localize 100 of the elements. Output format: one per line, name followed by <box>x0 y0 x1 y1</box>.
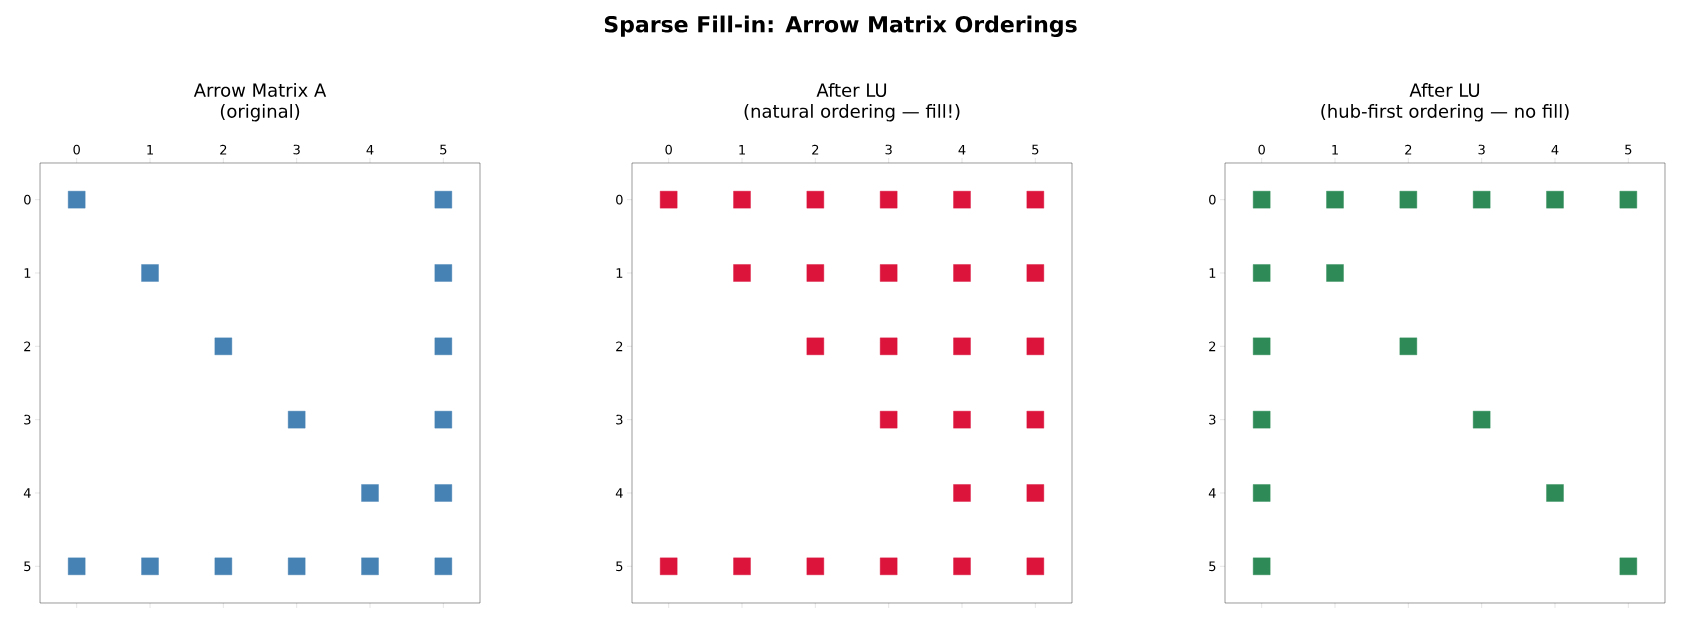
point <box>1026 190 1045 209</box>
x-tick-label: 4 <box>366 144 374 155</box>
x-tick-label: 0 <box>73 144 80 155</box>
chart-title: After LU <box>816 83 887 97</box>
point <box>1252 410 1271 429</box>
x-tick-label: 2 <box>812 144 819 155</box>
x-tick-label: 1 <box>739 144 745 155</box>
point <box>953 410 971 429</box>
point <box>806 264 825 282</box>
y-tick-label: 4 <box>1208 488 1216 498</box>
y-tick-label: 1 <box>616 268 623 278</box>
point <box>1546 190 1564 209</box>
point <box>287 557 306 576</box>
x-tick-label: 5 <box>1032 144 1039 155</box>
point <box>1252 484 1271 502</box>
y-tick-label: 2 <box>1209 341 1216 352</box>
y-tick-label: 4 <box>23 488 31 498</box>
point <box>879 264 898 282</box>
point <box>1252 190 1271 209</box>
point <box>434 410 453 429</box>
x-tick-label: 1 <box>147 144 153 155</box>
point <box>1619 557 1638 576</box>
point <box>953 264 971 282</box>
x-tick-label: 4 <box>958 144 966 155</box>
x-tick-label: 5 <box>440 144 447 155</box>
point <box>806 190 825 209</box>
point <box>879 410 898 429</box>
point <box>1252 337 1271 356</box>
point <box>141 264 159 282</box>
y-tick-label: 2 <box>24 341 31 352</box>
y-tick-label: 1 <box>24 268 31 278</box>
point <box>733 190 751 209</box>
y-tick-label: 4 <box>615 488 623 498</box>
y-tick-label: 3 <box>1209 414 1216 425</box>
point <box>214 337 233 356</box>
point <box>1026 557 1045 576</box>
y-tick-label: 2 <box>616 341 623 352</box>
point <box>1026 337 1045 356</box>
y-tick-label: 0 <box>1209 194 1216 205</box>
chart-subtitle: (hub-first ordering — no fill) <box>1321 104 1569 122</box>
x-tick-label: 3 <box>1478 144 1485 155</box>
point <box>1399 337 1418 356</box>
chart-subtitle: (original) <box>220 104 300 122</box>
point <box>1472 190 1491 209</box>
x-tick-label: 0 <box>665 144 672 155</box>
point <box>879 190 898 209</box>
point <box>953 337 971 356</box>
point <box>434 557 453 576</box>
chart-subtitle: (natural ordering — fill!) <box>744 104 960 122</box>
chart-title: After LU <box>1409 83 1480 97</box>
point <box>733 264 751 282</box>
point <box>1546 484 1564 502</box>
point <box>806 337 825 356</box>
point <box>879 557 898 576</box>
point <box>1326 264 1344 282</box>
point <box>434 337 453 356</box>
x-tick-label: 1 <box>1332 144 1338 155</box>
point <box>659 557 678 576</box>
text: Sparse Fill-in: Arrow Matrix Orderings <box>604 15 1077 37</box>
point <box>1252 264 1271 282</box>
y-tick-label: 0 <box>24 194 31 205</box>
point <box>287 410 306 429</box>
point <box>141 557 159 576</box>
y-tick-label: 0 <box>616 194 623 205</box>
point <box>1026 484 1045 502</box>
point <box>1472 410 1491 429</box>
y-tick-label: 5 <box>616 561 623 572</box>
y-tick-label: 5 <box>1209 561 1216 572</box>
y-tick-label: 1 <box>1209 268 1216 278</box>
y-tick-label: 3 <box>24 414 31 425</box>
point <box>806 557 825 576</box>
point <box>214 557 233 576</box>
point <box>361 484 379 502</box>
chart-title: Arrow Matrix A <box>193 83 327 97</box>
point <box>434 190 453 209</box>
point <box>953 557 971 576</box>
point <box>953 190 971 209</box>
point <box>1252 557 1271 576</box>
point <box>434 484 453 502</box>
point <box>1026 264 1045 282</box>
x-tick-label: 2 <box>1405 144 1412 155</box>
point <box>1619 190 1638 209</box>
x-tick-label: 3 <box>885 144 892 155</box>
point <box>733 557 751 576</box>
point <box>1326 190 1344 209</box>
point <box>953 484 971 502</box>
point <box>434 264 453 282</box>
point <box>67 557 86 576</box>
x-tick-label: 4 <box>1551 144 1559 155</box>
point <box>1399 190 1418 209</box>
y-tick-label: 3 <box>616 414 623 425</box>
point <box>879 337 898 356</box>
point <box>659 190 678 209</box>
point <box>361 557 379 576</box>
x-tick-label: 3 <box>293 144 300 155</box>
x-tick-label: 5 <box>1625 144 1632 155</box>
x-tick-label: 0 <box>1258 144 1265 155</box>
x-tick-label: 2 <box>220 144 227 155</box>
point <box>67 190 86 209</box>
y-tick-label: 5 <box>24 561 31 572</box>
